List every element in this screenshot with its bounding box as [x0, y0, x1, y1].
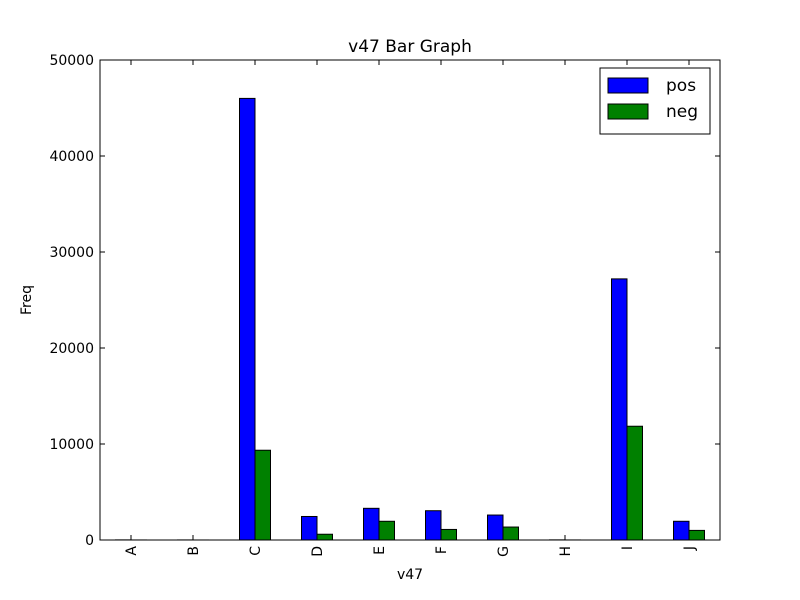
legend-swatch-neg: [607, 103, 649, 120]
x-tick-label: A: [124, 546, 140, 556]
bar-neg-C: [254, 449, 271, 541]
bar-pos-D: [301, 515, 318, 541]
bar-pos-G: [487, 514, 504, 541]
ticks-group: 0 10000 20000 30000 40000 50000 A B C D E F G H I J: [49, 53, 720, 557]
y-tick-label: 20000: [49, 341, 94, 357]
chart-title: v47 Bar Graph: [348, 37, 472, 57]
legend-swatch-pos: [607, 77, 649, 94]
bar-neg-J: [688, 529, 705, 541]
bar-neg-D: [316, 533, 333, 541]
x-tick-label: I: [620, 546, 636, 550]
bar-neg-E: [378, 520, 395, 541]
legend: pos neg: [599, 67, 711, 135]
y-tick-label: 0: [85, 533, 94, 549]
plot-frame: [99, 59, 721, 541]
bars-group: [115, 97, 705, 541]
legend-label-pos: pos: [666, 76, 696, 96]
bar-neg-G: [502, 526, 519, 541]
y-tick-label: 30000: [49, 245, 94, 261]
x-tick-label: H: [558, 546, 574, 557]
x-tick-label: C: [248, 546, 264, 556]
bar-pos-I: [611, 278, 628, 541]
x-tick-label: J: [682, 546, 698, 551]
x-tick-label: E: [372, 546, 388, 555]
y-tick-label: 50000: [49, 53, 94, 69]
x-axis-label: v47: [397, 567, 423, 583]
legend-label-neg: neg: [666, 102, 698, 122]
y-axis-label: Freq: [19, 285, 35, 315]
x-tick-label: B: [186, 546, 202, 556]
x-tick-label: F: [434, 546, 450, 554]
x-tick-label: G: [496, 546, 512, 557]
bar-pos-C: [239, 97, 256, 541]
bar-pos-F: [425, 510, 442, 541]
bar-neg-I: [626, 425, 643, 541]
x-tick-label: D: [310, 546, 326, 557]
bar-pos-J: [673, 520, 690, 541]
y-tick-label: 40000: [49, 149, 94, 165]
bar-neg-F: [440, 528, 457, 541]
y-tick-label: 10000: [49, 437, 94, 453]
bar-pos-E: [363, 507, 380, 541]
